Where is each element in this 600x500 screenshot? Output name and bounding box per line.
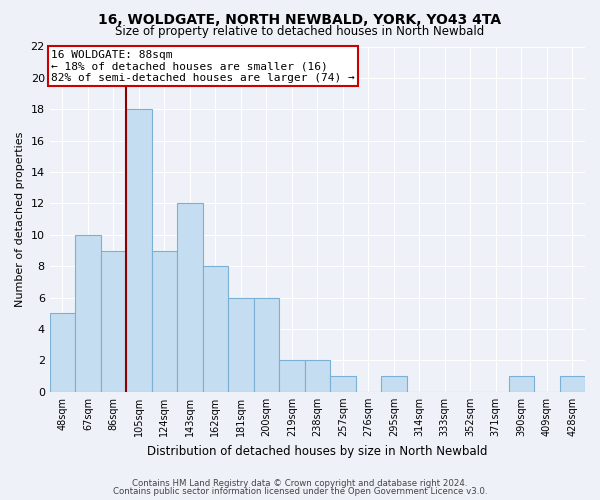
Bar bbox=[152, 250, 177, 392]
Bar bbox=[254, 298, 279, 392]
Bar bbox=[203, 266, 228, 392]
Bar bbox=[228, 298, 254, 392]
Text: Contains HM Land Registry data © Crown copyright and database right 2024.: Contains HM Land Registry data © Crown c… bbox=[132, 478, 468, 488]
Bar bbox=[305, 360, 330, 392]
Text: 16, WOLDGATE, NORTH NEWBALD, YORK, YO43 4TA: 16, WOLDGATE, NORTH NEWBALD, YORK, YO43 … bbox=[98, 12, 502, 26]
Y-axis label: Number of detached properties: Number of detached properties bbox=[15, 132, 25, 307]
Bar bbox=[177, 204, 203, 392]
Bar bbox=[330, 376, 356, 392]
Bar bbox=[509, 376, 534, 392]
Bar bbox=[126, 110, 152, 392]
Text: Contains public sector information licensed under the Open Government Licence v3: Contains public sector information licen… bbox=[113, 487, 487, 496]
Bar bbox=[381, 376, 407, 392]
Text: Size of property relative to detached houses in North Newbald: Size of property relative to detached ho… bbox=[115, 25, 485, 38]
X-axis label: Distribution of detached houses by size in North Newbald: Distribution of detached houses by size … bbox=[147, 444, 488, 458]
Bar bbox=[279, 360, 305, 392]
Bar bbox=[75, 235, 101, 392]
Bar bbox=[560, 376, 585, 392]
Bar bbox=[101, 250, 126, 392]
Bar bbox=[50, 314, 75, 392]
Text: 16 WOLDGATE: 88sqm
← 18% of detached houses are smaller (16)
82% of semi-detache: 16 WOLDGATE: 88sqm ← 18% of detached hou… bbox=[51, 50, 355, 83]
